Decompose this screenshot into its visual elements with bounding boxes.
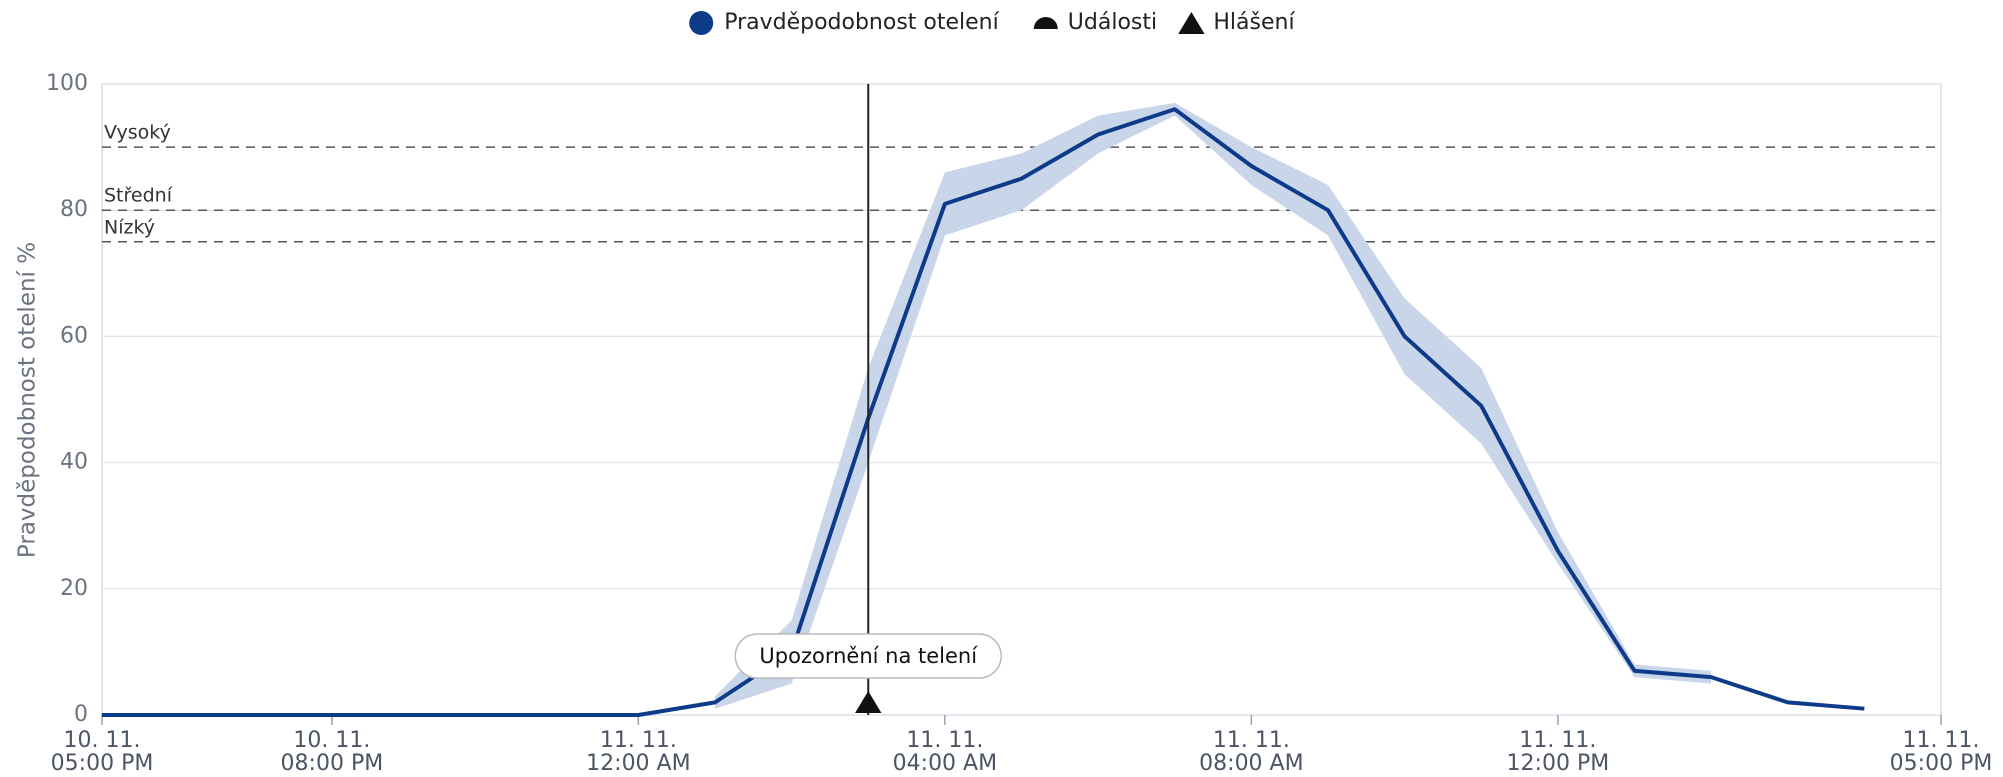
legend-marker [689, 11, 714, 35]
x-tick-label: 10. 11. 05:00 PM [51, 728, 154, 776]
threshold-label: Střední [104, 185, 173, 207]
x-tick-label: 10. 11. 08:00 PM [281, 728, 384, 776]
y-tick-label: 100 [46, 71, 88, 96]
legend-label: Události [1068, 10, 1157, 35]
legend-label: Hlášení [1213, 10, 1295, 35]
threshold-label: Vysoký [104, 122, 171, 144]
y-tick-label: 80 [60, 197, 88, 222]
y-tick-label: 40 [60, 450, 88, 475]
threshold-label: Nízký [104, 216, 155, 238]
x-tick-label: 11. 11. 04:00 AM [893, 728, 997, 776]
legend-label: Pravděpodobnost otelení [724, 10, 999, 35]
legend: Pravděpodobnost otelení Události Hlášení [689, 10, 1295, 35]
x-tick-label: 11. 11. 12:00 AM [586, 728, 690, 776]
confidence-band [715, 102, 1712, 709]
legend-marker [1178, 12, 1205, 34]
x-tick-label: 11. 11. 05:00 PM [1890, 728, 1993, 776]
y-tick-label: 20 [60, 576, 88, 601]
annotation-box [734, 633, 1002, 679]
y-tick-label: 60 [60, 323, 88, 348]
annotation-marker [855, 691, 882, 713]
annotation-label: Upozornění na telení [759, 644, 978, 668]
x-tick-label: 11. 11. 08:00 AM [1199, 728, 1303, 776]
x-tick-label: 11. 11. 12:00 PM [1507, 728, 1610, 776]
y-axis-label: Pravděpodobnost otelení % [15, 242, 41, 558]
legend-marker [1033, 17, 1058, 29]
series-line [102, 107, 1865, 717]
y-tick-label: 0 [74, 702, 88, 727]
